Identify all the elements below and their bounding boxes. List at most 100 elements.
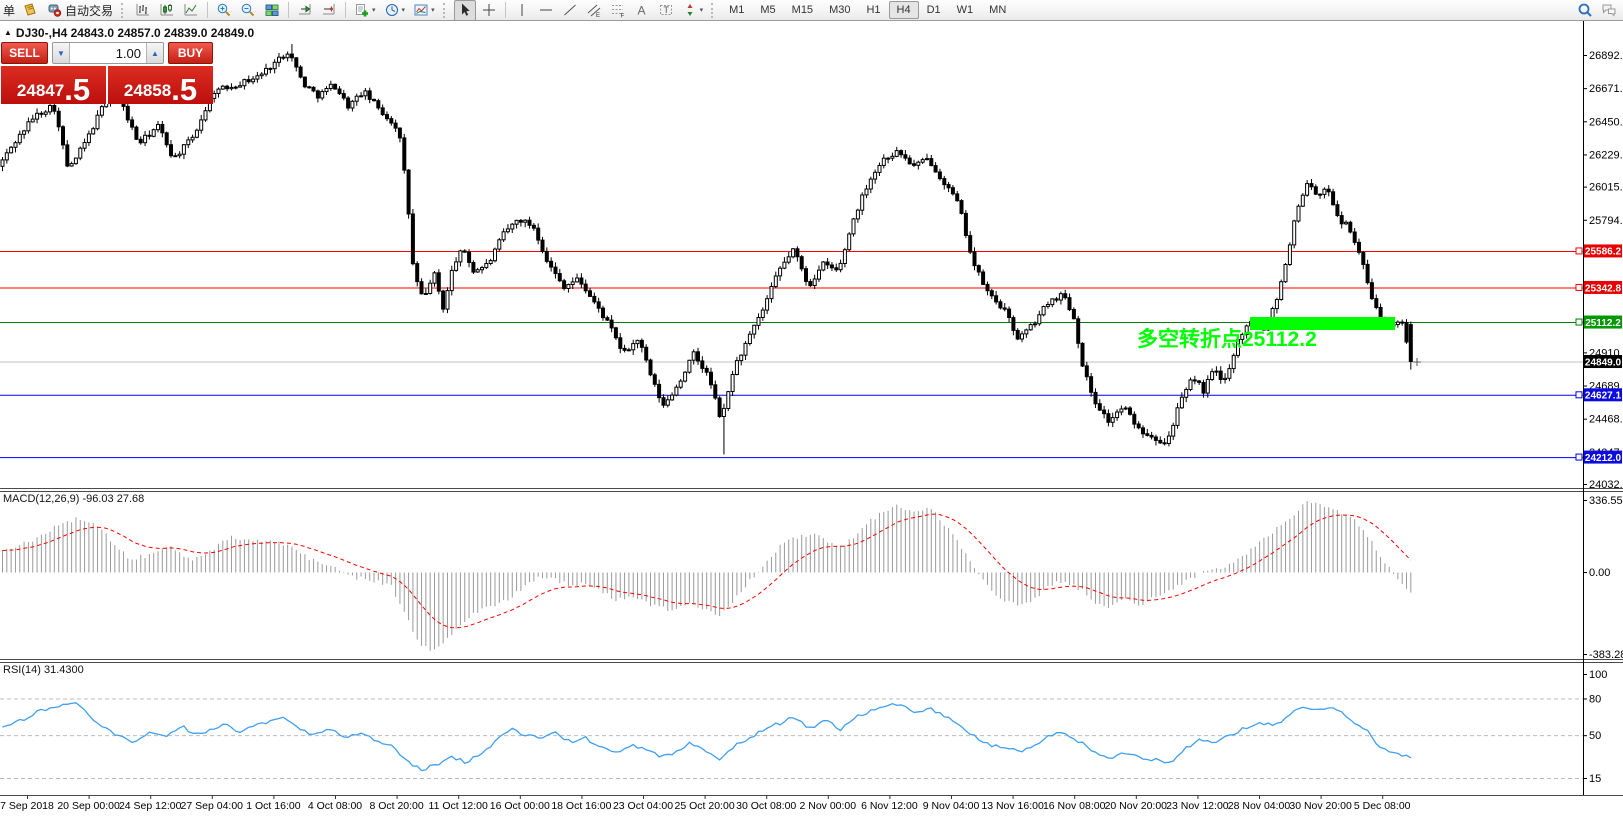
- horizontal-line-icon: [539, 9, 552, 11]
- price-axis-label: 24032.5: [1589, 479, 1623, 491]
- text-label-button[interactable]: T: [655, 0, 677, 21]
- timeframe-m5-button[interactable]: M5: [760, 4, 776, 16]
- time-axis-label: 30 Oct 08:00: [736, 800, 796, 812]
- auto-trading-icon: [48, 4, 62, 17]
- price-axis[interactable]: 26892.5 26671.5 26450.5 26229.5 26015.0 25794…: [1583, 50, 1623, 785]
- buy-button[interactable]: BUY: [168, 42, 213, 64]
- search-button[interactable]: [1574, 0, 1596, 21]
- current-price-tag: [1584, 355, 1622, 369]
- tile-windows-button[interactable]: [261, 0, 283, 21]
- bar-chart-button[interactable]: [132, 0, 154, 21]
- trendline-icon: [563, 4, 576, 16]
- trendline-button[interactable]: [559, 0, 581, 21]
- rsi-line: [2, 702, 1412, 772]
- indicators-icon: [356, 4, 369, 17]
- cursor-button[interactable]: [453, 0, 476, 21]
- chart-shift-button[interactable]: [318, 0, 340, 21]
- time-axis-label: 7 Sep 2018: [0, 800, 54, 812]
- text-button[interactable]: A: [631, 0, 653, 21]
- new-order-button[interactable]: [19, 0, 41, 21]
- volume-input[interactable]: [70, 43, 146, 63]
- level-handle[interactable]: [1575, 391, 1583, 399]
- level-handle[interactable]: [1575, 247, 1583, 255]
- top-toolbar: 单 自动交易 ▾ ▾ ▾ E F A T ▾ M1 M5 M15 M30 H1 H4 D1 W1 MN: [0, 0, 1623, 21]
- trade-buttons-row: SELL ▼ ▲ BUY: [1, 42, 213, 64]
- toolbar-separator: [288, 2, 290, 18]
- crosshair-button[interactable]: [478, 0, 500, 21]
- level-handle[interactable]: [1575, 453, 1583, 461]
- timeframe-h1-button[interactable]: H1: [866, 4, 881, 16]
- arrows-button[interactable]: ▾: [679, 0, 707, 21]
- timeframe-m15-button[interactable]: M15: [791, 4, 814, 16]
- buy-price-main: 24858: [123, 81, 172, 100]
- level-handle[interactable]: [1575, 283, 1583, 291]
- price-tag-label: 25112.2: [1585, 318, 1621, 329]
- price-axis-label: 26450.5: [1589, 116, 1623, 128]
- trade-prices-row: 24847.5 24858.5: [1, 66, 213, 107]
- new-order-icon: [24, 3, 36, 16]
- sell-price-pips: .5: [64, 71, 91, 107]
- macd-axis-label: 336.55: [1589, 495, 1623, 507]
- auto-scroll-icon: [299, 4, 311, 15]
- timeframe-mn-button[interactable]: MN: [989, 4, 1007, 16]
- macd-signal-line: [2, 513, 1412, 629]
- toolbar-separator: [207, 2, 209, 18]
- time-axis-label: 9 Nov 04:00: [923, 800, 980, 812]
- zoom-in-button[interactable]: [213, 0, 235, 21]
- chat-icon: [1602, 4, 1616, 17]
- templates-icon: [414, 4, 428, 16]
- price-tag-label: 24212.0: [1585, 453, 1622, 464]
- timeframe-d1-button[interactable]: D1: [926, 4, 941, 16]
- timeframe-h4-button[interactable]: H4: [888, 1, 919, 19]
- rsi-axis-label: 100: [1589, 669, 1607, 681]
- zoom-in-icon: [217, 3, 231, 17]
- time-axis-label: 23 Nov 12:00: [1166, 800, 1229, 812]
- candle-chart-button[interactable]: [156, 0, 178, 21]
- periods-button[interactable]: ▾: [381, 0, 409, 21]
- timeframe-m1-button[interactable]: M1: [729, 4, 745, 16]
- time-axis-label: 28 Nov 04:00: [1228, 800, 1291, 812]
- rsi-axis-label: 50: [1589, 730, 1601, 742]
- one-click-trading-panel: SELL ▼ ▲ BUY 24847.5 24858.5: [1, 42, 213, 107]
- menu-partial[interactable]: 单: [3, 3, 16, 18]
- indicators-button[interactable]: ▾: [351, 0, 379, 21]
- annotation-text[interactable]: 多空转折点25112.2: [1137, 327, 1317, 351]
- svg-text:F: F: [620, 14, 624, 19]
- zoom-out-icon: [241, 3, 255, 17]
- sell-button[interactable]: SELL: [1, 42, 48, 64]
- fibonacci-button[interactable]: F: [607, 0, 629, 21]
- annotation-rectangle[interactable]: [1250, 317, 1395, 330]
- horizontal-line-button[interactable]: [535, 0, 557, 21]
- level-price-tag: [1584, 244, 1622, 258]
- timeframe-m30-button[interactable]: M30: [829, 4, 851, 16]
- chart-title-text: DJ30-,H4 24843.0 24857.0 24839.0 24849.0: [15, 26, 255, 40]
- vertical-line-button[interactable]: [511, 0, 533, 21]
- time-axis-label: 16 Nov 08:00: [1043, 800, 1106, 812]
- auto-scroll-button[interactable]: [294, 0, 316, 21]
- sell-price[interactable]: 24847.5: [1, 66, 106, 107]
- buy-price[interactable]: 24858.5: [108, 66, 213, 105]
- chat-button[interactable]: [1598, 0, 1620, 21]
- volume-spinner: ▼ ▲: [52, 42, 164, 64]
- equidistant-channel-button[interactable]: E: [583, 0, 605, 21]
- line-chart-button[interactable]: [180, 0, 202, 21]
- templates-button[interactable]: ▾: [410, 0, 438, 21]
- timeframe-w1-button[interactable]: W1: [956, 4, 974, 16]
- chart-title: ▲ DJ30-,H4 24843.0 24857.0 24839.0 24849.…: [4, 26, 254, 40]
- time-axis[interactable]: 7 Sep 2018 20 Sep 00:00 24 Sep 12:00 27 Sep…: [0, 795, 1411, 812]
- volume-increase-button[interactable]: ▲: [146, 43, 163, 63]
- time-axis-label: 27 Sep 04:00: [181, 800, 244, 812]
- price-tag-label: 24627.1: [1585, 391, 1622, 402]
- vertical-line-icon: [521, 4, 523, 16]
- time-axis-label: 2 Nov 00:00: [799, 800, 856, 812]
- macd-label: MACD(12,26,9) -96.03 27.68: [3, 493, 145, 505]
- symbol-triangle-icon: ▲: [4, 28, 12, 37]
- zoom-out-button[interactable]: [237, 0, 259, 21]
- volume-decrease-button[interactable]: ▼: [53, 43, 70, 63]
- auto-trading-button[interactable]: 自动交易: [43, 0, 116, 21]
- level-handle[interactable]: [1575, 318, 1583, 326]
- rsi-axis-label: 80: [1589, 693, 1601, 705]
- cursor-icon: [461, 3, 470, 16]
